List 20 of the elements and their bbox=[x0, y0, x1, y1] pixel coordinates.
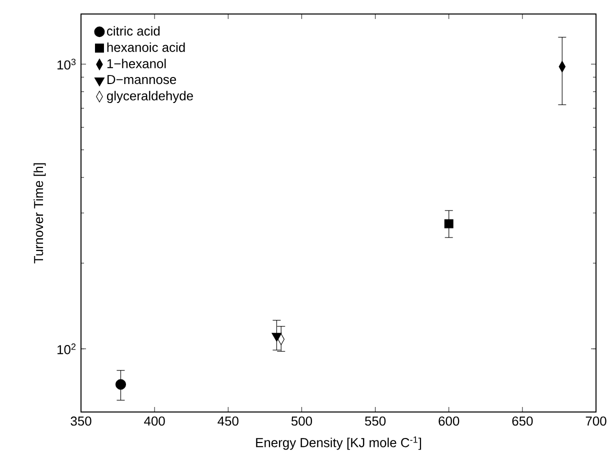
point bbox=[115, 379, 126, 390]
legend-label: 1−hexanol bbox=[107, 58, 166, 68]
x-axis-title: Energy Density [KJ mole C$^{-1}$] bbox=[256, 436, 422, 450]
x-tick-label: 400 bbox=[144, 416, 165, 426]
legend-label: glyceraldehyde bbox=[106, 90, 193, 103]
x-tick-label: 350 bbox=[70, 416, 92, 426]
x-tick-label: 450 bbox=[218, 416, 238, 426]
x-tick-label: 500 bbox=[291, 416, 312, 426]
x-tick-label: 550 bbox=[365, 416, 386, 426]
x-tick-label: 600 bbox=[438, 416, 460, 426]
y-tick-label: 10$^{2}$ bbox=[58, 343, 76, 354]
point bbox=[272, 332, 282, 342]
x-tick-label: 700 bbox=[586, 416, 606, 426]
x-tick-label: 650 bbox=[512, 416, 533, 426]
point bbox=[444, 219, 454, 228]
legend-label: D−mannose bbox=[108, 75, 176, 84]
legend-label: citric acid bbox=[106, 26, 160, 36]
y-axis-title: Turnover Time [h] bbox=[34, 163, 46, 264]
y-tick-label: 10$^{3}$ bbox=[58, 58, 76, 70]
legend-label: hexanoic acid bbox=[107, 42, 185, 52]
